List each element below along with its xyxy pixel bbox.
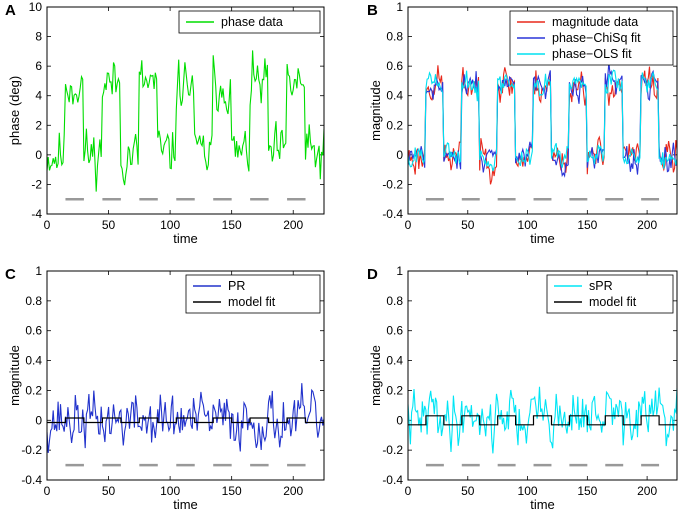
- axes-frame: [46, 270, 325, 481]
- series-line-2: [408, 69, 677, 172]
- y-tick-label: 0: [35, 413, 42, 427]
- axes-frame: [46, 6, 325, 215]
- x-tick-label: 0: [44, 484, 51, 498]
- y-tick-label: 0.6: [25, 324, 42, 338]
- legend-label: model fit: [589, 295, 637, 309]
- y-tick-label: 0.2: [25, 383, 42, 397]
- x-tick-label: 150: [577, 484, 597, 498]
- x-tick-label: 50: [102, 218, 116, 232]
- x-axis-label: time: [173, 231, 198, 246]
- panel-label: A: [5, 2, 16, 19]
- legend-box: [178, 10, 321, 34]
- y-tick-label: -0.4: [382, 207, 403, 221]
- legend-label: PR: [228, 279, 245, 293]
- x-tick-label: 200: [637, 484, 657, 498]
- legend-box: [185, 274, 321, 314]
- y-tick-label: -0.2: [382, 177, 403, 191]
- x-tick-label: 200: [283, 218, 303, 232]
- y-tick-label: -0.4: [382, 473, 403, 487]
- x-tick-label: 200: [283, 484, 303, 498]
- y-tick-label: 0.8: [25, 294, 42, 308]
- y-axis-label: phase (deg): [7, 76, 22, 145]
- y-tick-label: 1: [396, 264, 403, 278]
- y-axis-label: magnitude: [368, 80, 383, 141]
- y-tick-label: 0.2: [386, 383, 403, 397]
- legend-label: phase−ChiSq fit: [552, 31, 641, 45]
- y-tick-label: 0: [396, 413, 403, 427]
- legend-label: model fit: [228, 295, 276, 309]
- axes-frame: [407, 270, 678, 481]
- y-tick-label: 0.8: [386, 294, 403, 308]
- y-tick-label: 0.2: [386, 118, 403, 132]
- x-axis-label: time: [530, 497, 555, 512]
- series-line-1: [408, 415, 677, 426]
- y-tick-label: 1: [35, 264, 42, 278]
- x-tick-label: 100: [518, 218, 538, 232]
- series-line-1: [47, 417, 324, 424]
- y-tick-label: 0.8: [386, 30, 403, 44]
- y-axis-label: magnitude: [7, 345, 22, 406]
- x-tick-label: 100: [160, 218, 180, 232]
- legend: phase data: [178, 10, 321, 34]
- y-tick-label: -2: [31, 177, 42, 191]
- panel-b: B 0 50 100 150 200 -0.4 -0.2 0 0.2 0.4 0.6 0.8 1 time m…: [367, 0, 678, 246]
- x-tick-label: 100: [518, 484, 538, 498]
- legend-label: phase data: [221, 15, 283, 29]
- y-tick-label: 10: [29, 0, 43, 14]
- legend-label: phase−OLS fit: [552, 47, 632, 61]
- series-line-0: [47, 383, 324, 453]
- y-tick-label: 0.4: [25, 354, 42, 368]
- y-tick-label: 0: [35, 148, 42, 162]
- x-axis-label: time: [530, 231, 555, 246]
- x-tick-label: 0: [405, 218, 412, 232]
- legend-label: sPR: [589, 279, 613, 293]
- panel-label: B: [367, 2, 378, 19]
- y-tick-label: -0.2: [21, 443, 42, 457]
- legend-box: [546, 274, 674, 314]
- legend-label: magnitude data: [552, 15, 638, 29]
- series-line-0: [408, 386, 677, 454]
- x-tick-label: 200: [637, 218, 657, 232]
- y-axis-label: magnitude: [368, 345, 383, 406]
- x-tick-label: 150: [222, 218, 242, 232]
- legend: magnitude data phase−ChiSq fit phase−OLS f…: [509, 10, 674, 66]
- x-tick-label: 0: [405, 484, 412, 498]
- x-tick-label: 150: [222, 484, 242, 498]
- y-tick-label: 1: [396, 0, 403, 14]
- panel-label: C: [5, 266, 16, 283]
- x-tick-label: 50: [461, 218, 475, 232]
- panel-label: D: [367, 266, 378, 283]
- y-tick-label: -4: [31, 207, 42, 221]
- y-tick-label: 8: [35, 30, 42, 44]
- legend: PR model fit: [185, 274, 321, 314]
- axes-frame: [407, 6, 678, 215]
- y-tick-label: 6: [35, 59, 42, 73]
- series-line-1: [408, 61, 677, 178]
- panel-a: A 0 50 100 150 200 -4 -2 0 2 4 6 8 10 time phase (deg) p…: [5, 0, 325, 246]
- y-tick-label: -0.4: [21, 473, 42, 487]
- x-tick-label: 150: [577, 218, 597, 232]
- x-tick-label: 0: [44, 218, 51, 232]
- y-tick-label: -0.2: [382, 443, 403, 457]
- y-tick-label: 0.6: [386, 324, 403, 338]
- x-axis-label: time: [173, 497, 198, 512]
- y-tick-label: 0.4: [386, 89, 403, 103]
- y-tick-label: 4: [35, 89, 42, 103]
- y-tick-label: 2: [35, 118, 42, 132]
- x-tick-label: 50: [461, 484, 475, 498]
- panel-d: D 0 50 100 150 200 -0.4 -0.2 0 0.2 0.4 0.6 0.8 1 time m…: [367, 264, 678, 512]
- y-tick-label: 0.6: [386, 59, 403, 73]
- y-tick-label: 0.4: [386, 354, 403, 368]
- series-line-0: [47, 50, 324, 192]
- x-tick-label: 100: [160, 484, 180, 498]
- y-tick-label: 0: [396, 148, 403, 162]
- legend: sPR model fit: [546, 274, 674, 314]
- x-tick-label: 50: [102, 484, 116, 498]
- panel-c: C 0 50 100 150 200 -0.4 -0.2 0 0.2 0.4 0.6 0.8 1 time m…: [5, 264, 325, 512]
